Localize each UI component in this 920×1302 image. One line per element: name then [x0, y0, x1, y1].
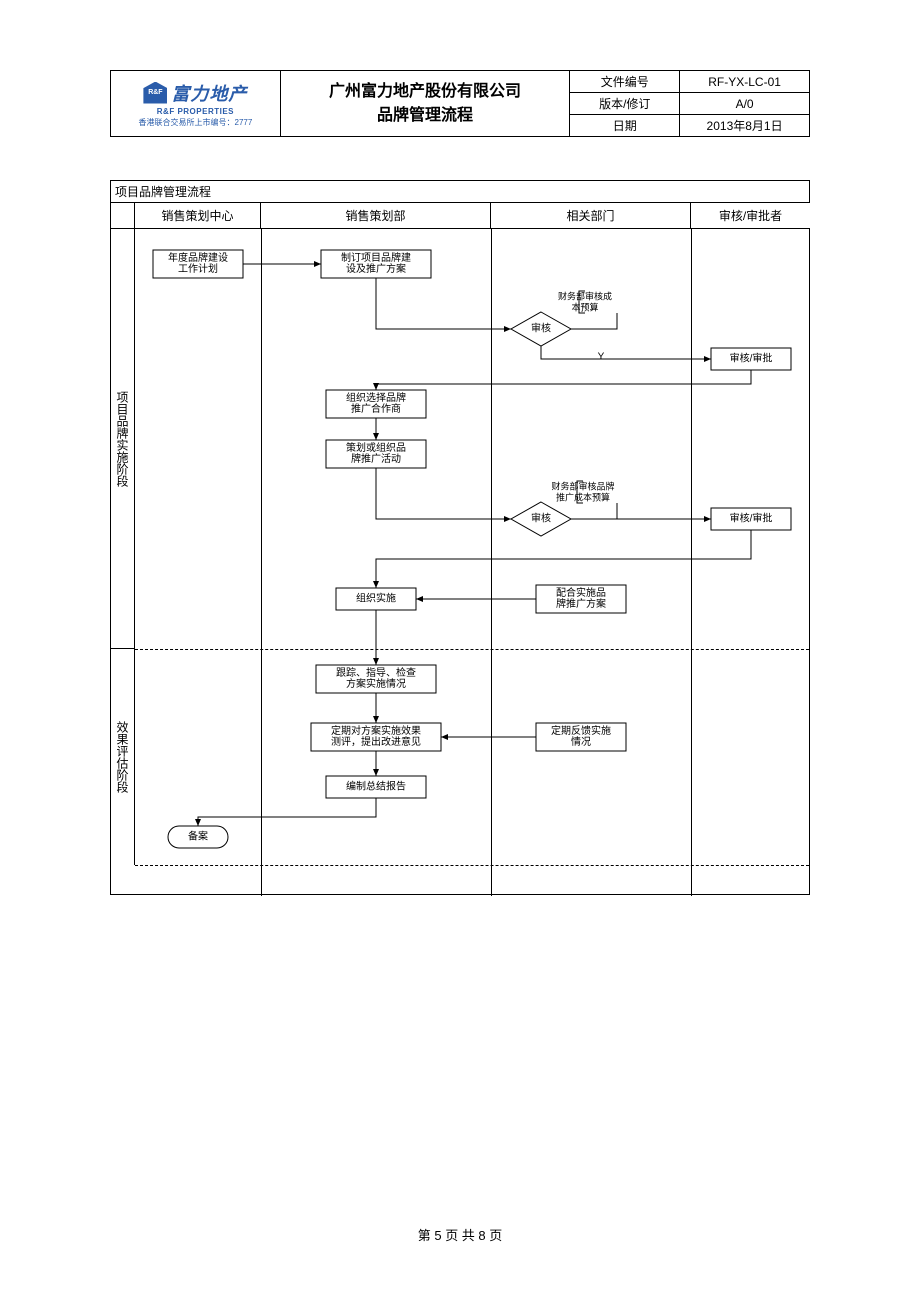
svg-text:跟踪、指导、检查: 跟踪、指导、检查 — [336, 666, 416, 679]
node-cost1: 财务部审核成本预算 — [558, 291, 612, 314]
edge-7 — [571, 503, 617, 519]
node-review1: 审核 — [511, 312, 571, 346]
svg-text:组织选择品牌: 组织选择品牌 — [346, 391, 406, 404]
node-select: 组织选择品牌推广合作商 — [326, 390, 426, 418]
col-hdr-appr: 审核/审批者 — [691, 203, 810, 229]
node-track: 跟踪、指导、检查方案实施情况 — [316, 665, 436, 693]
svg-text:策划或组织品: 策划或组织品 — [346, 441, 406, 454]
node-review2: 审核 — [511, 502, 571, 536]
svg-text:本预算: 本预算 — [571, 302, 598, 313]
edge-2 — [571, 313, 617, 329]
edge-1 — [376, 278, 511, 329]
node-feedback: 定期反馈实施情况 — [536, 723, 626, 751]
svg-text:测评，提出改进意见: 测评，提出改进意见 — [331, 735, 421, 748]
edge-6 — [376, 468, 511, 519]
logo-text-en: R&F PROPERTIES — [157, 107, 234, 116]
svg-text:定期对方案实施效果: 定期对方案实施效果 — [331, 724, 421, 737]
title-line1: 广州富力地产股份有限公司 — [329, 83, 521, 100]
svg-text:审核: 审核 — [531, 322, 551, 335]
node-coop: 配合实施品牌推广方案 — [536, 585, 626, 613]
meta-val-0: RF-YX-LC-01 — [680, 71, 810, 93]
node-archive: 备案 — [168, 826, 228, 848]
doc-title: 广州富力地产股份有限公司 品牌管理流程 — [280, 71, 570, 137]
node-cost2: 财务部审核品牌推广成本预算 — [551, 481, 614, 504]
edge-4 — [376, 370, 751, 390]
flow-diagram: Y 年度品牌建设工作计划制订项目品牌建设及推广方案审核财务部审核成本预算审核/审… — [111, 229, 811, 896]
svg-text:年度品牌建设: 年度品牌建设 — [168, 251, 228, 264]
logo-icon: R&F — [143, 82, 167, 104]
svg-text:财务部审核成: 财务部审核成 — [558, 291, 612, 302]
svg-text:情况: 情况 — [571, 735, 591, 748]
page-footer: 第 5 页 共 8 页 — [0, 1225, 920, 1244]
document-page: R&F 富力地产 R&F PROPERTIES 香港联合交易所上市编号：2777… — [0, 0, 920, 1302]
col-hdr-rowlabel — [111, 203, 135, 229]
svg-text:推广成本预算: 推广成本预算 — [556, 492, 610, 503]
svg-text:组织实施: 组织实施 — [356, 592, 396, 605]
edge-15 — [198, 798, 376, 826]
svg-text:Y: Y — [598, 352, 605, 363]
svg-text:工作计划: 工作计划 — [178, 262, 218, 275]
col-hdr-dept: 销售策划部 — [261, 203, 491, 229]
node-plan: 年度品牌建设工作计划 — [153, 250, 243, 278]
svg-text:设及推广方案: 设及推广方案 — [346, 262, 406, 275]
svg-text:配合实施品: 配合实施品 — [556, 586, 606, 599]
node-impl: 组织实施 — [336, 588, 416, 610]
node-planact: 策划或组织品牌推广活动 — [326, 440, 426, 468]
svg-text:方案实施情况: 方案实施情况 — [346, 677, 406, 690]
svg-text:财务部审核品牌: 财务部审核品牌 — [551, 481, 614, 492]
col-hdr-rel: 相关部门 — [491, 203, 691, 229]
svg-text:牌推广方案: 牌推广方案 — [556, 597, 606, 610]
svg-text:推广合作商: 推广合作商 — [351, 402, 401, 415]
meta-label-1: 版本/修订 — [570, 93, 680, 115]
meta-label-0: 文件编号 — [570, 71, 680, 93]
edge-3 — [541, 346, 711, 359]
node-scheme: 制订项目品牌建设及推广方案 — [321, 250, 431, 278]
logo-subtext: 香港联合交易所上市编号：2777 — [139, 117, 253, 128]
svg-text:定期反馈实施: 定期反馈实施 — [551, 724, 611, 737]
meta-val-1: A/0 — [680, 93, 810, 115]
node-eval: 定期对方案实施效果测评，提出改进意见 — [311, 723, 441, 751]
node-approve1: 审核/审批 — [711, 348, 791, 370]
svg-text:制订项目品牌建: 制订项目品牌建 — [341, 251, 411, 264]
meta-val-2: 2013年8月1日 — [680, 115, 810, 137]
svg-text:备案: 备案 — [188, 830, 208, 843]
node-approve2: 审核/审批 — [711, 508, 791, 530]
logo-cell: R&F 富力地产 R&F PROPERTIES 香港联合交易所上市编号：2777 — [111, 71, 281, 137]
edge-9 — [376, 530, 751, 588]
document-header-table: R&F 富力地产 R&F PROPERTIES 香港联合交易所上市编号：2777… — [110, 70, 810, 137]
meta-label-2: 日期 — [570, 115, 680, 137]
swimlane-flowchart: 项目品牌管理流程 销售策划中心 销售策划部 相关部门 审核/审批者 项目品牌实施… — [110, 180, 810, 895]
svg-text:审核/审批: 审核/审批 — [730, 352, 773, 365]
svg-text:牌推广活动: 牌推广活动 — [351, 452, 401, 465]
node-report: 编制总结报告 — [326, 776, 426, 798]
logo-text-cn: 富力地产 — [171, 80, 247, 106]
title-line2: 品牌管理流程 — [377, 107, 473, 124]
svg-text:编制总结报告: 编制总结报告 — [346, 780, 406, 793]
col-hdr-center: 销售策划中心 — [135, 203, 261, 229]
flow-title: 项目品牌管理流程 — [111, 181, 809, 203]
company-logo: R&F 富力地产 R&F PROPERTIES 香港联合交易所上市编号：2777 — [115, 78, 276, 130]
svg-text:审核/审批: 审核/审批 — [730, 512, 773, 525]
svg-text:审核: 审核 — [531, 512, 551, 525]
